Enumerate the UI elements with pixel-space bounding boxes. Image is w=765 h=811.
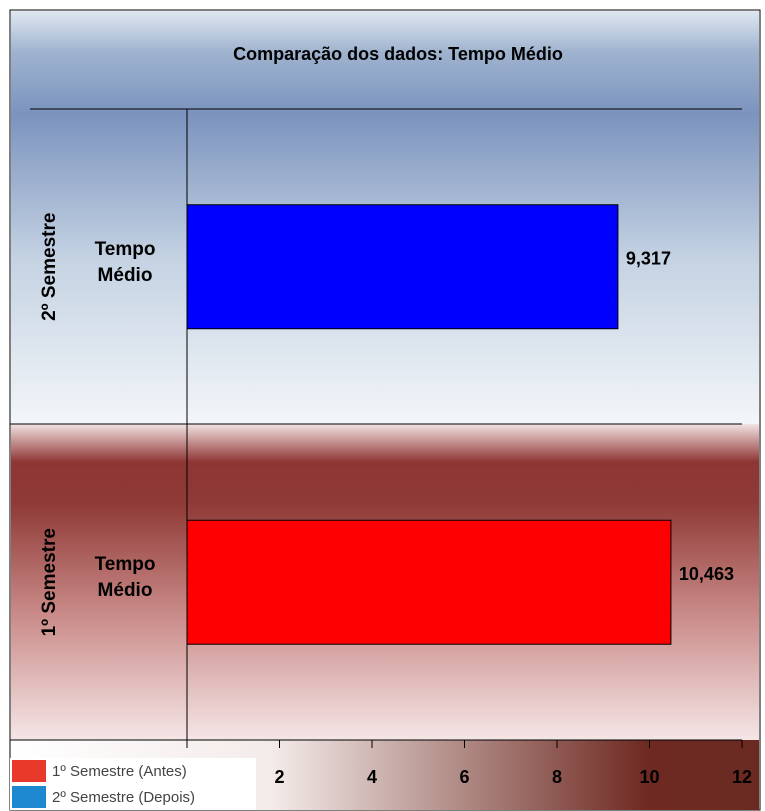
x-tick-label: 6 bbox=[459, 767, 469, 787]
bar bbox=[186, 204, 619, 330]
x-tick-label: 12 bbox=[732, 767, 752, 787]
category-label: Tempo Médio bbox=[94, 238, 156, 286]
data-label: 10,463 bbox=[679, 564, 734, 584]
bar bbox=[186, 519, 672, 645]
x-tick-label: 10 bbox=[639, 767, 659, 787]
legend-label: 2º Semestre (Depois) bbox=[52, 789, 195, 806]
legend-swatch bbox=[12, 786, 46, 808]
chart-title: Comparação dos dados: Tempo Médio bbox=[233, 44, 563, 64]
group-label: 1º Semestre bbox=[39, 528, 60, 636]
x-tick-label: 8 bbox=[552, 767, 562, 787]
x-tick-label: 4 bbox=[367, 767, 377, 787]
data-label: 9,317 bbox=[626, 249, 671, 269]
legend-label: 1º Semestre (Antes) bbox=[52, 763, 187, 780]
category-label: Tempo Médio bbox=[94, 554, 156, 602]
legend-swatch bbox=[12, 760, 46, 782]
group-label: 2º Semestre bbox=[39, 213, 60, 321]
x-tick-label: 2 bbox=[274, 767, 284, 787]
legend-box bbox=[10, 758, 256, 810]
